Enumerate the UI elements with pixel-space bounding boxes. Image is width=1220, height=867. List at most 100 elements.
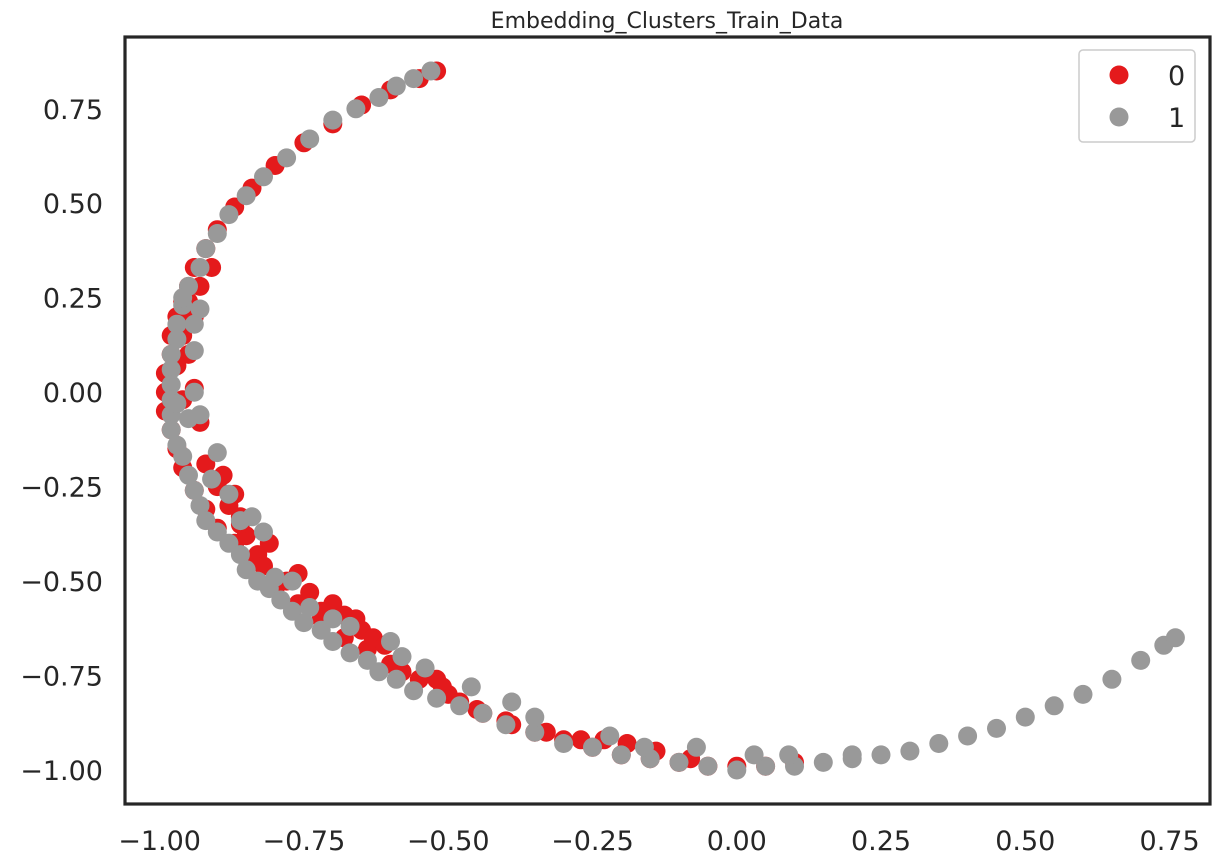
series-1-point-92 xyxy=(686,737,706,757)
series-1-point-101 xyxy=(173,288,193,308)
series-1-point-27 xyxy=(184,480,204,500)
series-1-point-77 xyxy=(184,341,204,361)
chart-title: Embedding_Clusters_Train_Data xyxy=(491,9,844,34)
series-1-point-3 xyxy=(369,88,389,107)
series-1-point-91 xyxy=(634,737,654,757)
series-1-point-64 xyxy=(929,734,949,753)
series-1-point-78 xyxy=(219,484,239,504)
series-1-point-52 xyxy=(583,737,602,757)
legend-marker-0 xyxy=(1109,65,1129,85)
series-1-point-50 xyxy=(525,722,545,742)
series-1-point-68 xyxy=(1044,696,1064,716)
series-1-point-51 xyxy=(554,734,574,753)
y-tick-label: −1.00 xyxy=(20,756,103,787)
series-1-point-48 xyxy=(473,703,493,723)
series-1-point-9 xyxy=(236,186,256,206)
series-1-point-56 xyxy=(698,756,718,776)
series-1-point-32 xyxy=(230,545,250,565)
x-tick-label: 0.50 xyxy=(995,826,1055,857)
series-1-point-47 xyxy=(450,696,470,716)
y-tick-label: 0.00 xyxy=(43,378,103,409)
y-tick-label: 0.50 xyxy=(43,189,103,220)
series-1-point-84 xyxy=(381,632,400,651)
series-1-point-25 xyxy=(173,446,193,466)
series-1-point-74 xyxy=(184,382,204,402)
series-1-point-6 xyxy=(300,129,320,149)
series-1-point-10 xyxy=(219,205,239,225)
series-1-point-38 xyxy=(294,613,314,633)
x-axis-ticks: −1.00 −0.75 −0.50 −0.25 0.00 0.25 0.50 0.75 xyxy=(118,826,1199,857)
series-1-point-46 xyxy=(427,688,447,708)
x-tick-label: 0.00 xyxy=(707,826,767,857)
series-1-point-73 xyxy=(1165,628,1185,648)
series-1-point-89 xyxy=(525,707,545,727)
series-1-point-94 xyxy=(779,745,799,765)
series-1-point-95 xyxy=(842,745,862,765)
series-1-point-99 xyxy=(202,469,222,489)
series-1-point-93 xyxy=(744,745,764,765)
y-tick-label: −0.75 xyxy=(20,662,103,693)
series-1-point-83 xyxy=(340,616,360,636)
series-1-point-17 xyxy=(167,329,187,349)
series-1-point-97 xyxy=(254,522,273,542)
series-1-point-19 xyxy=(161,360,181,379)
series-1-point-63 xyxy=(900,741,920,761)
series-1-point-4 xyxy=(346,99,366,119)
series-1-point-66 xyxy=(987,718,1006,738)
series-1-point-57 xyxy=(727,760,747,780)
series-1-point-23 xyxy=(161,420,181,440)
series-1-point-65 xyxy=(958,726,978,746)
series-1-point-13 xyxy=(190,258,210,277)
series-1-point-12 xyxy=(196,239,216,259)
series-1-point-26 xyxy=(179,465,198,485)
series-0-point-90 xyxy=(300,582,320,602)
series-1-point-2 xyxy=(386,76,406,96)
y-tick-label: 0.75 xyxy=(43,95,103,126)
series-1-point-11 xyxy=(207,224,227,243)
series-1-point-100 xyxy=(179,409,198,429)
series-1-point-28 xyxy=(190,496,210,515)
y-axis-ticks: 0.75 0.50 0.25 0.00 −0.25 −0.50 −0.75 −1.00 xyxy=(20,95,103,787)
series-1-point-0 xyxy=(421,61,441,81)
series-1-point-60 xyxy=(813,752,833,772)
series-1-point-70 xyxy=(1102,669,1122,689)
points-layer xyxy=(155,61,1185,780)
y-tick-label: 0.25 xyxy=(43,284,103,315)
plot-frame xyxy=(123,35,1212,806)
series-1-point-69 xyxy=(1073,684,1093,704)
series-1-point-82 xyxy=(323,609,343,629)
series-1-point-45 xyxy=(404,681,424,701)
series-1-point-96 xyxy=(242,507,262,527)
legend-marker-1 xyxy=(1109,107,1129,127)
series-1-point-85 xyxy=(392,647,412,667)
series-1-point-103 xyxy=(167,394,187,413)
legend-label-0: 0 xyxy=(1168,61,1185,92)
series-1-point-62 xyxy=(871,745,891,765)
series-1-point-16 xyxy=(167,314,187,334)
series-1-point-104 xyxy=(300,598,320,617)
x-tick-label: 0.75 xyxy=(1140,826,1200,857)
series-1-point-81 xyxy=(282,571,302,591)
series-1-point-5 xyxy=(323,110,343,130)
legend: 01 xyxy=(1078,49,1196,143)
series-1-point-20 xyxy=(161,375,181,395)
x-tick-label: 0.25 xyxy=(851,826,911,857)
series-1-point-87 xyxy=(461,677,481,697)
series-1-point-98 xyxy=(207,443,227,463)
series-1-point-1 xyxy=(404,69,424,89)
series-1-point-71 xyxy=(1131,650,1151,670)
x-tick-label: −0.50 xyxy=(407,826,490,857)
series-1-point-76 xyxy=(184,314,204,334)
series-1-point-80 xyxy=(265,567,285,587)
series-1-point-41 xyxy=(340,643,360,663)
series-1-point-67 xyxy=(1015,707,1035,727)
series-1-point-43 xyxy=(369,662,389,682)
series-1-point-49 xyxy=(496,715,516,735)
x-tick-label: −0.25 xyxy=(551,826,634,857)
series-1-point-102 xyxy=(190,299,210,319)
y-tick-label: −0.50 xyxy=(20,567,103,598)
series-1-point-44 xyxy=(386,669,406,689)
legend-label-1: 1 xyxy=(1168,103,1185,134)
